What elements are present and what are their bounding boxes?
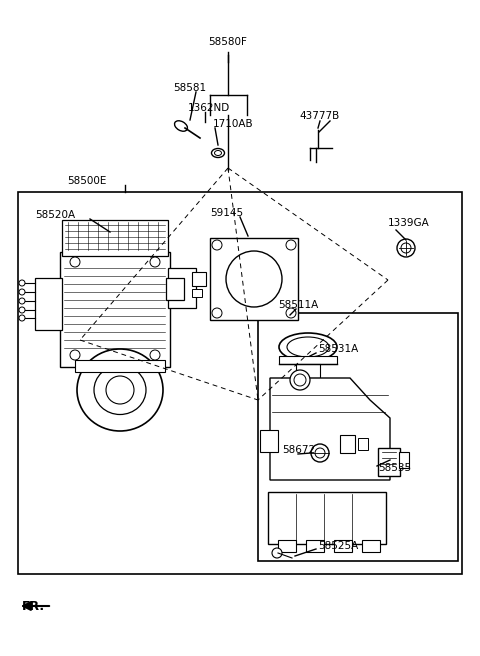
Circle shape	[286, 308, 296, 318]
Text: 1710AB: 1710AB	[213, 119, 253, 129]
Bar	[340, 435, 355, 453]
Bar	[362, 540, 380, 552]
Ellipse shape	[175, 121, 188, 131]
Ellipse shape	[212, 148, 225, 157]
Bar	[378, 448, 400, 476]
Circle shape	[150, 350, 160, 360]
Polygon shape	[270, 378, 390, 480]
Bar	[358, 438, 368, 450]
Text: 43777B: 43777B	[299, 111, 339, 121]
Text: 58581: 58581	[173, 83, 206, 93]
Text: 1339GA: 1339GA	[388, 218, 430, 228]
Circle shape	[106, 376, 134, 404]
Circle shape	[19, 307, 25, 313]
Circle shape	[19, 298, 25, 304]
Bar	[260, 430, 278, 452]
Bar	[192, 289, 202, 297]
Circle shape	[212, 308, 222, 318]
Bar	[166, 278, 184, 300]
Bar	[296, 364, 320, 378]
Circle shape	[226, 251, 282, 307]
Circle shape	[290, 370, 310, 390]
Bar	[279, 356, 337, 364]
Circle shape	[70, 257, 80, 267]
Circle shape	[19, 315, 25, 321]
Bar	[306, 540, 324, 552]
Bar	[258, 313, 458, 561]
Text: FR.: FR.	[22, 600, 45, 613]
Ellipse shape	[279, 333, 337, 361]
Bar	[334, 540, 352, 552]
Circle shape	[401, 243, 411, 253]
Bar	[35, 278, 62, 330]
Circle shape	[19, 280, 25, 286]
Circle shape	[212, 240, 222, 250]
Ellipse shape	[287, 337, 329, 357]
Bar	[62, 220, 168, 256]
Bar	[210, 238, 298, 320]
Bar	[75, 360, 165, 372]
Text: 58672: 58672	[282, 445, 315, 455]
Bar	[18, 192, 462, 574]
Bar	[278, 540, 296, 552]
Circle shape	[397, 239, 415, 257]
Bar	[268, 492, 386, 544]
Circle shape	[272, 548, 282, 558]
Ellipse shape	[77, 349, 163, 431]
Text: 58580F: 58580F	[209, 37, 247, 47]
Bar	[399, 452, 409, 468]
Ellipse shape	[215, 150, 221, 155]
Text: 58525A: 58525A	[318, 541, 358, 551]
Circle shape	[294, 374, 306, 386]
Text: 58520A: 58520A	[35, 210, 75, 220]
Bar	[168, 268, 196, 308]
Circle shape	[19, 289, 25, 295]
Ellipse shape	[94, 365, 146, 415]
Circle shape	[150, 257, 160, 267]
Bar	[192, 272, 206, 286]
Circle shape	[315, 448, 325, 458]
Text: 58531A: 58531A	[318, 344, 358, 354]
Text: 58535: 58535	[378, 463, 411, 473]
Circle shape	[286, 240, 296, 250]
Circle shape	[311, 444, 329, 462]
Circle shape	[70, 350, 80, 360]
Text: 59145: 59145	[210, 208, 243, 218]
Text: 58500E: 58500E	[67, 176, 107, 186]
Text: 1362ND: 1362ND	[188, 103, 230, 113]
Text: 58511A: 58511A	[278, 300, 318, 310]
Bar	[60, 252, 170, 367]
